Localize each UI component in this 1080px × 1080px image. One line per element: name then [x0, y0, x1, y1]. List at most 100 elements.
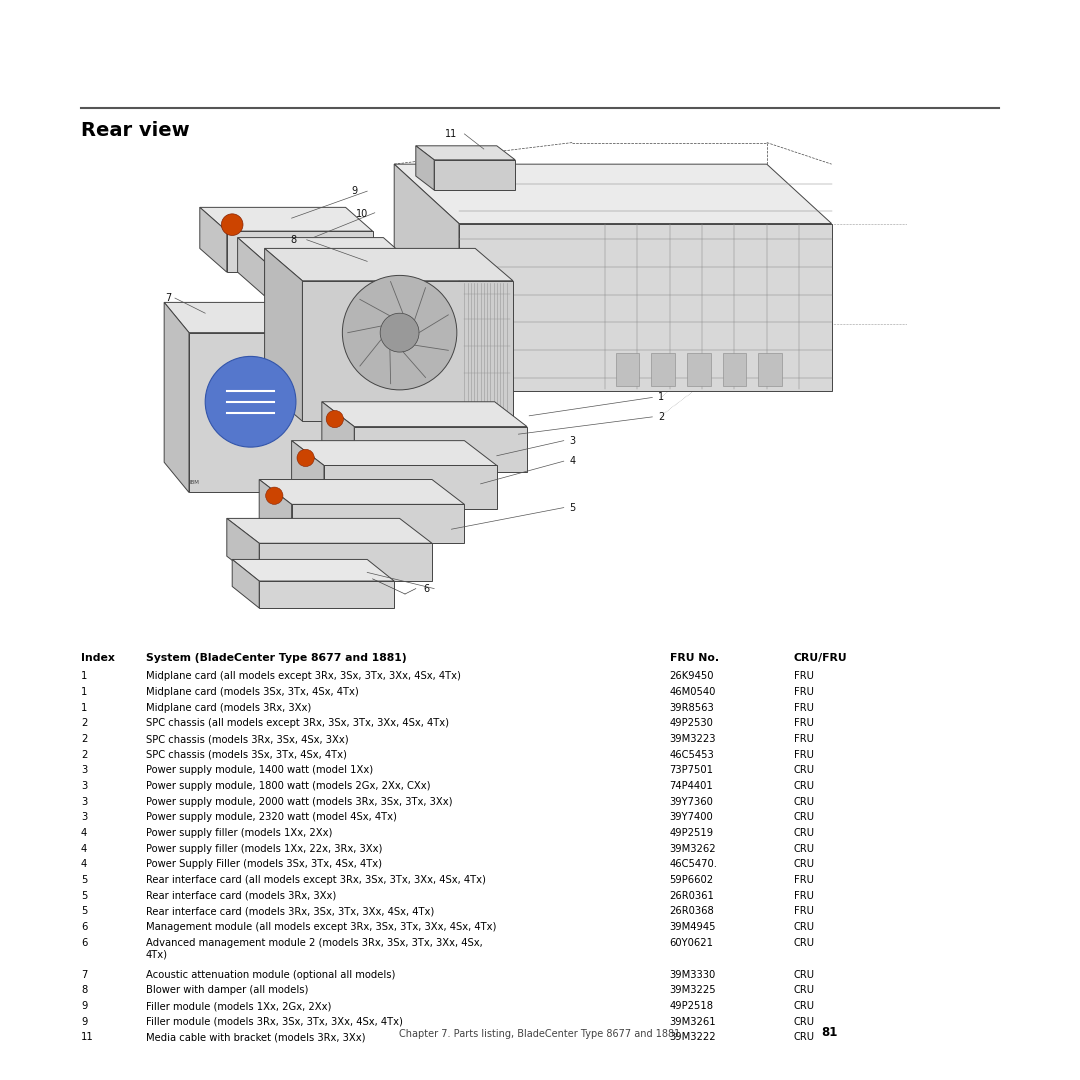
Polygon shape	[292, 441, 497, 465]
Text: FRU: FRU	[794, 875, 814, 885]
Text: CRU: CRU	[794, 828, 815, 838]
Text: CRU: CRU	[794, 843, 815, 853]
Text: CRU: CRU	[794, 1001, 815, 1011]
Polygon shape	[302, 281, 513, 421]
Polygon shape	[227, 231, 373, 272]
Text: 4: 4	[81, 828, 87, 838]
Polygon shape	[324, 465, 497, 509]
Text: 6: 6	[81, 922, 87, 932]
Text: 3: 3	[81, 781, 87, 791]
Text: Rear interface card (models 3Rx, 3Sx, 3Tx, 3Xx, 4Sx, 4Tx): Rear interface card (models 3Rx, 3Sx, 3T…	[146, 906, 434, 916]
Polygon shape	[322, 402, 354, 472]
Text: Chapter 7. Parts listing, BladeCenter Type 8677 and 1881: Chapter 7. Parts listing, BladeCenter Ty…	[400, 1029, 680, 1039]
Text: FRU: FRU	[794, 672, 814, 681]
Polygon shape	[232, 559, 259, 608]
Text: 7: 7	[165, 293, 172, 303]
Text: 5: 5	[81, 906, 87, 916]
Text: CRU: CRU	[794, 781, 815, 791]
Text: 10: 10	[355, 208, 368, 219]
Text: 1: 1	[81, 672, 87, 681]
Text: CRU: CRU	[794, 860, 815, 869]
Text: 3: 3	[569, 435, 576, 446]
Text: 39M3225: 39M3225	[670, 985, 716, 996]
Text: FRU: FRU	[794, 891, 814, 901]
Text: 26R0361: 26R0361	[670, 891, 715, 901]
Text: 4: 4	[81, 860, 87, 869]
Text: 39M3261: 39M3261	[670, 1016, 716, 1027]
Polygon shape	[238, 238, 410, 261]
Text: FRU: FRU	[794, 734, 814, 744]
Polygon shape	[232, 559, 394, 581]
Text: 3: 3	[81, 766, 87, 775]
Text: 39M3222: 39M3222	[670, 1032, 716, 1042]
Polygon shape	[265, 248, 513, 281]
Text: 49P2519: 49P2519	[670, 828, 714, 838]
Polygon shape	[227, 518, 432, 543]
Text: 4: 4	[81, 843, 87, 853]
Text: 9: 9	[81, 1001, 87, 1011]
Text: FRU No.: FRU No.	[670, 653, 718, 663]
Polygon shape	[322, 402, 527, 427]
Text: 39Y7360: 39Y7360	[670, 797, 714, 807]
Circle shape	[380, 313, 419, 352]
Text: FRU: FRU	[794, 687, 814, 697]
Polygon shape	[259, 581, 394, 608]
Text: CRU: CRU	[794, 1016, 815, 1027]
Text: Midplane card (models 3Rx, 3Xx): Midplane card (models 3Rx, 3Xx)	[146, 703, 311, 713]
Text: SPC chassis (all models except 3Rx, 3Sx, 3Tx, 3Xx, 4Sx, 4Tx): SPC chassis (all models except 3Rx, 3Sx,…	[146, 718, 449, 728]
Text: 46M0540: 46M0540	[670, 687, 716, 697]
Text: 9: 9	[81, 1016, 87, 1027]
Text: 26R0368: 26R0368	[670, 906, 714, 916]
Text: CRU: CRU	[794, 970, 815, 980]
Text: 1: 1	[81, 703, 87, 713]
Text: 73P7501: 73P7501	[670, 766, 714, 775]
Text: 49P2530: 49P2530	[670, 718, 714, 728]
Text: Power supply module, 1400 watt (model 1Xx): Power supply module, 1400 watt (model 1X…	[146, 766, 373, 775]
Polygon shape	[189, 333, 333, 492]
Text: FRU: FRU	[794, 906, 814, 916]
Text: System (BladeCenter Type 8677 and 1881): System (BladeCenter Type 8677 and 1881)	[146, 653, 406, 663]
Text: Rear view: Rear view	[81, 121, 190, 140]
Polygon shape	[238, 238, 265, 296]
Text: Advanced management module 2 (models 3Rx, 3Sx, 3Tx, 3Xx, 4Sx,
4Tx): Advanced management module 2 (models 3Rx…	[146, 937, 483, 959]
Text: 3: 3	[81, 812, 87, 822]
Text: 1: 1	[81, 687, 87, 697]
Text: FRU: FRU	[794, 750, 814, 759]
Text: CRU: CRU	[794, 922, 815, 932]
Text: CRU/FRU: CRU/FRU	[794, 653, 848, 663]
Polygon shape	[434, 160, 515, 190]
Polygon shape	[394, 164, 459, 391]
Text: 39M3262: 39M3262	[670, 843, 716, 853]
Polygon shape	[164, 302, 189, 492]
Text: 1: 1	[658, 392, 664, 403]
Text: 5: 5	[569, 502, 576, 513]
Text: 46C5453: 46C5453	[670, 750, 714, 759]
Polygon shape	[164, 302, 333, 333]
Circle shape	[266, 487, 283, 504]
Text: FRU: FRU	[794, 703, 814, 713]
Text: 2: 2	[658, 411, 664, 422]
Text: 3: 3	[81, 797, 87, 807]
Polygon shape	[394, 164, 832, 224]
Text: IBM: IBM	[189, 480, 199, 485]
Text: Acoustic attenuation module (optional all models): Acoustic attenuation module (optional al…	[146, 970, 395, 980]
Text: 59P6602: 59P6602	[670, 875, 714, 885]
Text: CRU: CRU	[794, 766, 815, 775]
Text: Blower with damper (all models): Blower with damper (all models)	[146, 985, 308, 996]
Polygon shape	[259, 543, 432, 581]
Text: Power supply filler (models 1Xx, 22x, 3Rx, 3Xx): Power supply filler (models 1Xx, 22x, 3R…	[146, 843, 382, 853]
Circle shape	[221, 214, 243, 235]
Text: 9: 9	[351, 186, 357, 197]
Text: Power supply module, 2000 watt (models 3Rx, 3Sx, 3Tx, 3Xx): Power supply module, 2000 watt (models 3…	[146, 797, 453, 807]
Polygon shape	[265, 248, 302, 421]
Text: Power supply module, 1800 watt (models 2Gx, 2Xx, CXx): Power supply module, 1800 watt (models 2…	[146, 781, 430, 791]
Text: 4: 4	[569, 456, 576, 467]
Text: Rear interface card (all models except 3Rx, 3Sx, 3Tx, 3Xx, 4Sx, 4Tx): Rear interface card (all models except 3…	[146, 875, 486, 885]
Text: CRU: CRU	[794, 1032, 815, 1042]
Text: 49P2518: 49P2518	[670, 1001, 714, 1011]
Text: Index: Index	[81, 653, 114, 663]
Polygon shape	[200, 207, 373, 231]
Polygon shape	[416, 146, 434, 190]
Text: 74P4401: 74P4401	[670, 781, 714, 791]
Text: Midplane card (all models except 3Rx, 3Sx, 3Tx, 3Xx, 4Sx, 4Tx): Midplane card (all models except 3Rx, 3S…	[146, 672, 461, 681]
